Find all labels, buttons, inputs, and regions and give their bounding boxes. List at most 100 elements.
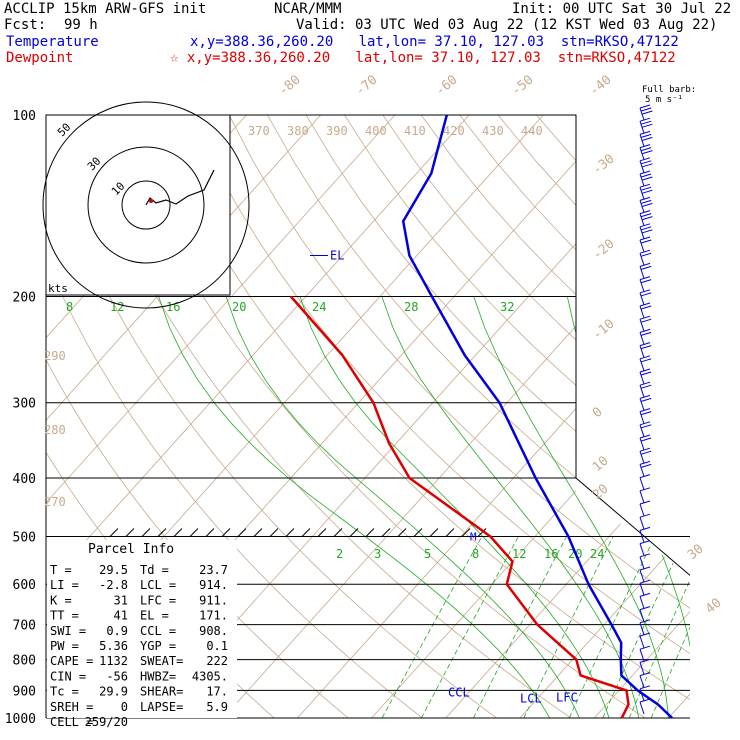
hatch-mark (221, 528, 231, 537)
hatch-mark (109, 528, 119, 537)
theta-e-label: 20 (232, 300, 246, 314)
wind-barb-feather (639, 526, 651, 531)
wind-barb (639, 513, 651, 530)
wind-barb-staff (639, 543, 645, 556)
wind-barb-feather (639, 236, 651, 241)
pressure-tick-label: 300 (13, 397, 36, 412)
hodograph-units: kts (48, 282, 68, 295)
ccl-label: CCL (448, 686, 470, 700)
parcel-param-value: 1132 (99, 654, 128, 668)
wind-barb (639, 526, 651, 543)
wind-barb-feather (639, 355, 651, 360)
wind-barb-staff (639, 358, 645, 371)
temperature-profile (401, 114, 673, 719)
wind-barb (639, 210, 653, 226)
org-label: NCAR/MMM (274, 1, 342, 17)
wind-barb-feather (639, 381, 651, 386)
mixing-ratio-line (568, 536, 656, 718)
wind-barb-staff (639, 187, 645, 200)
wind-barb (639, 196, 653, 213)
hatch-mark (157, 528, 167, 537)
theta-label: 440 (521, 124, 543, 138)
pressure-tick-label: 1000 (5, 712, 36, 727)
isotherm-line (593, 115, 690, 718)
isotherm-label: -30 (590, 151, 618, 178)
valid-time: Valid: 03 UTC Wed 03 Aug 22 (12 KST Wed … (296, 17, 718, 33)
isotherm-line (371, 115, 690, 718)
wind-barb-feather (639, 104, 651, 109)
wind-barb-feather (641, 358, 652, 363)
mixing-ratio-line (421, 536, 519, 718)
wind-barb-feather (639, 210, 651, 215)
parcel-param-value: 31 (114, 593, 128, 607)
wind-barb-feather (642, 123, 653, 128)
wind-barb-feather (639, 315, 651, 320)
wind-barb-feather (641, 318, 652, 323)
isotherm-label: 40 (703, 596, 725, 618)
wind-barb-staff (639, 200, 645, 213)
wind-barb (639, 249, 652, 266)
dry-adiabat-line (151, 115, 690, 718)
wind-barb (639, 368, 652, 385)
pressure-tick-label: 900 (13, 684, 36, 699)
wind-barb (639, 553, 651, 569)
wind-barb-staff (639, 292, 645, 305)
parcel-param-value: 0 (121, 700, 128, 714)
wind-barb-feather (639, 579, 651, 584)
wind-barb (639, 645, 651, 662)
parcel-param-label: CCL = (140, 624, 176, 638)
wind-barb-feather (639, 394, 651, 399)
dry-adiabat-line (46, 115, 423, 718)
mixing-ratio-line (523, 536, 614, 718)
parcel-param-value: 4305. (192, 669, 228, 683)
hatch-mark (141, 528, 151, 537)
wind-barb-feather (641, 199, 652, 204)
hatch-mark (365, 528, 375, 537)
wind-barb-staff (639, 385, 645, 398)
wind-barb (639, 579, 651, 596)
hatch-mark (349, 528, 359, 537)
wind-barb-feather (639, 196, 651, 201)
wind-barb (639, 157, 653, 173)
theta-label: 400 (365, 124, 387, 138)
dry-adiabat-line (46, 115, 497, 718)
pressure-tick-label: 600 (13, 578, 36, 593)
isotherm-label: -80 (276, 72, 304, 99)
wind-barb-feather (639, 513, 651, 518)
wind-barb (639, 606, 651, 622)
theta-e-label: 8 (66, 300, 73, 314)
wind-barb-staff (639, 266, 645, 279)
hatch-mark (269, 528, 279, 537)
wind-barb (639, 487, 651, 503)
dry-adiabat-line (75, 115, 572, 718)
wind-barb-feather (641, 120, 652, 125)
pressure-tick-label: 200 (13, 291, 36, 306)
wind-barb (639, 183, 653, 200)
parcel-param-label: LI = (50, 578, 79, 592)
wind-barb (639, 236, 652, 253)
wind-barb-staff (639, 424, 645, 437)
wind-barb-staff (639, 319, 645, 332)
wind-barb-feather (639, 447, 651, 452)
wind-barb (639, 223, 653, 239)
parcel-param-label: YGP = (140, 639, 176, 653)
dewpoint-legend: Dewpoint (6, 50, 74, 66)
wind-barb-feather (639, 566, 651, 571)
wind-barb-staff (639, 635, 645, 649)
wind-barb-staff (639, 477, 645, 490)
wind-barb-feather (639, 434, 651, 439)
dewpoint-station-info: ☆ x,y=388.36,260.20 lat,lon= 37.10, 127.… (170, 50, 676, 66)
wind-barb-feather (639, 302, 651, 307)
parcel-info-title: Parcel Info (88, 542, 174, 557)
mixing-ratio-label: 12 (512, 547, 526, 561)
wind-barb-staff (639, 609, 645, 622)
wind-barb-feather (639, 408, 651, 413)
wind-barb (639, 117, 653, 134)
isotherm-line (46, 115, 396, 718)
wind-barb (639, 434, 652, 451)
wind-barb-feather (641, 331, 652, 336)
wind-barb-feather (639, 342, 651, 347)
mixing-ratio-label: 2 (336, 547, 343, 561)
theta-label: 370 (248, 124, 270, 138)
wind-barb-staff (639, 583, 645, 596)
